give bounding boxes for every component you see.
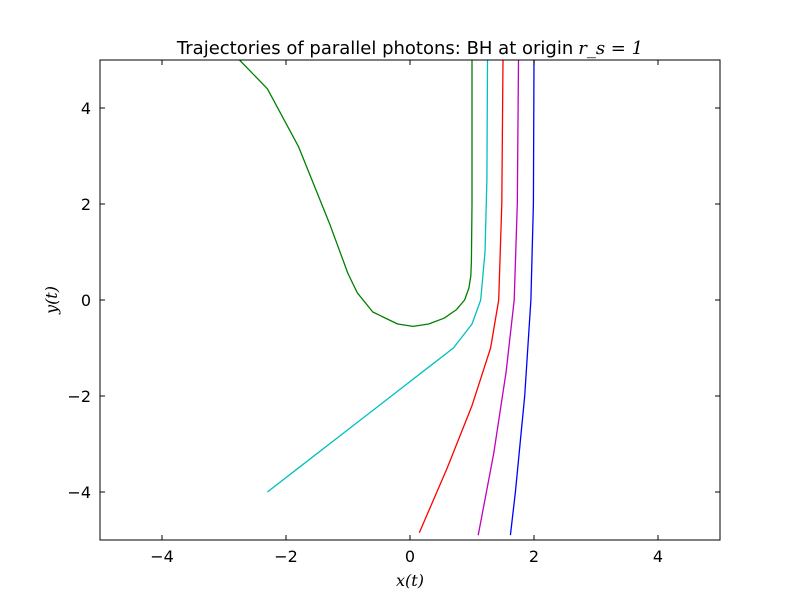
y-tick-label: 2 — [81, 195, 91, 214]
chart-title: Trajectories of parallel photons: BH at … — [176, 38, 643, 59]
y-tick-label: 0 — [81, 291, 91, 310]
trajectory-line-4 — [477, 60, 520, 536]
series-layer — [239, 60, 535, 536]
trajectory-line-2 — [267, 60, 489, 493]
trajectory-line-3 — [418, 60, 504, 534]
x-tick-label: 4 — [653, 547, 663, 566]
x-tick-label: 0 — [405, 547, 415, 566]
chart-title-math: r_s = 1 — [578, 38, 643, 59]
y-tick-label: −2 — [67, 387, 91, 406]
x-tick-label: −2 — [274, 547, 298, 566]
trajectory-line-1 — [239, 60, 473, 328]
x-tick-label: −4 — [150, 547, 174, 566]
x-axis-label: x(t) — [396, 571, 424, 590]
chart-title-text: Trajectories of parallel photons: BH at … — [176, 38, 573, 59]
plot-frame — [99, 59, 721, 541]
y-tick-label: 4 — [81, 99, 91, 118]
y-tick-label: −4 — [67, 483, 91, 502]
y-axis-label: y(t) — [42, 286, 61, 315]
x-tick-label: 2 — [529, 547, 539, 566]
trajectory-line-5 — [509, 60, 535, 536]
ticks-layer: −4 −2 0 2 4 −4 −2 0 2 4 — [67, 60, 720, 566]
